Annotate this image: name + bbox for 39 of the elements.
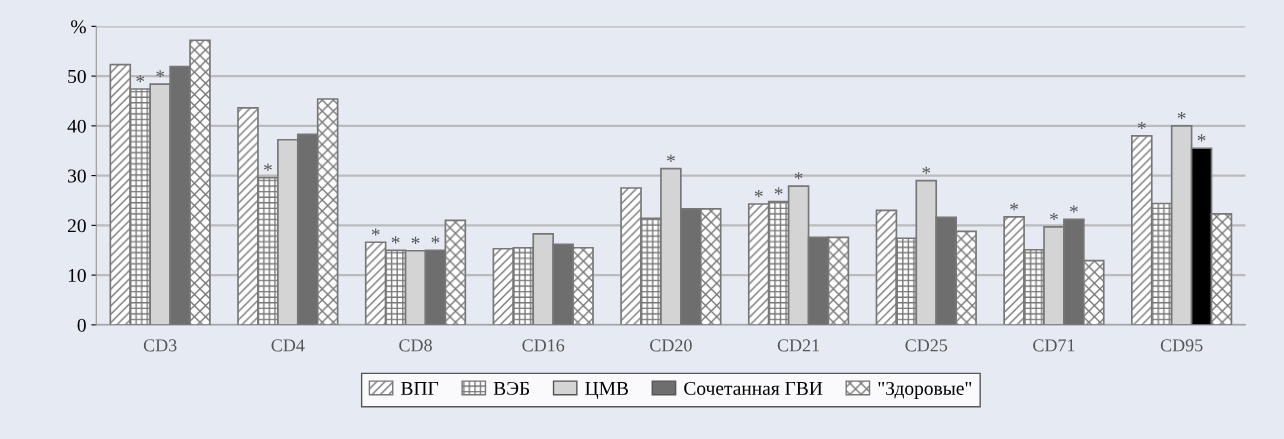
y-tick-label: 20 bbox=[67, 219, 86, 233]
legend-label: ВПГ bbox=[401, 382, 439, 395]
data-label: * bbox=[1050, 212, 1058, 221]
data-label: * bbox=[264, 163, 272, 171]
data-label: * bbox=[1137, 121, 1146, 130]
data-label: * bbox=[1069, 205, 1078, 213]
legend-label: Сочетанная ГВИ bbox=[684, 381, 823, 395]
x-tick-label: CD25 bbox=[905, 339, 948, 352]
x-tick-label: CD20 bbox=[650, 339, 692, 352]
data-label: * bbox=[666, 154, 675, 162]
data-label: * bbox=[922, 166, 931, 174]
x-tick-label: CD95 bbox=[1160, 339, 1203, 352]
data-label: * bbox=[1010, 203, 1019, 211]
y-tick-label: % bbox=[71, 20, 86, 34]
x-tick-label: CD16 bbox=[522, 339, 565, 352]
x-tick-label: CD21 bbox=[777, 339, 820, 352]
data-label: * bbox=[1177, 111, 1186, 120]
y-tick-label: 10 bbox=[68, 268, 86, 283]
data-label: * bbox=[371, 228, 380, 236]
data-label: * bbox=[754, 190, 763, 198]
y-tick-label: 50 bbox=[68, 69, 86, 84]
x-tick-label: CD3 bbox=[143, 339, 177, 352]
data-label: * bbox=[156, 70, 165, 78]
legend-label: "Здоровые" bbox=[878, 381, 972, 399]
x-tick-label: CD71 bbox=[1033, 339, 1075, 352]
y-tick-label: 40 bbox=[67, 119, 86, 133]
y-tick-label: 30 bbox=[68, 169, 86, 183]
data-label: * bbox=[774, 187, 783, 195]
legend-label: ВЭБ bbox=[493, 381, 530, 395]
x-tick-label: CD8 bbox=[399, 339, 432, 352]
data-label: * bbox=[136, 75, 145, 83]
y-tick-label: 0 bbox=[77, 318, 86, 332]
data-label: * bbox=[1197, 134, 1206, 142]
x-tick-label: CD4 bbox=[271, 339, 305, 352]
data-label: * bbox=[794, 172, 803, 180]
data-label: * bbox=[411, 236, 420, 244]
legend-label: ЦМВ bbox=[585, 382, 628, 399]
data-label: * bbox=[391, 236, 400, 244]
data-label: * bbox=[431, 236, 440, 244]
